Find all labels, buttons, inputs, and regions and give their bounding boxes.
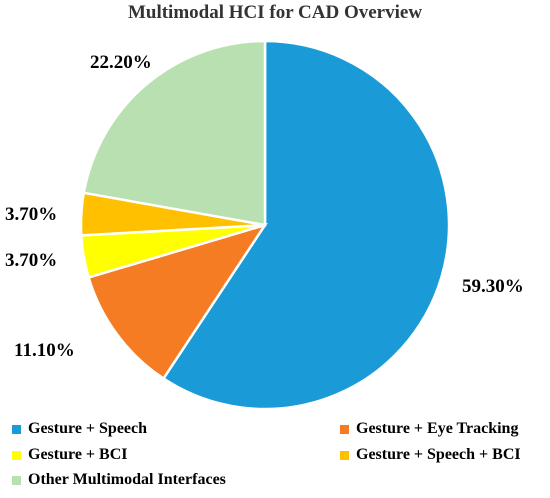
- pie-slice-gesture-eye-tracking: [87, 222, 268, 381]
- legend-swatch: [340, 424, 349, 434]
- pie-slice-gesture-speech: [161, 39, 451, 411]
- legend-label: Gesture + BCI: [28, 446, 128, 463]
- legend-swatch: [12, 424, 21, 434]
- legend-item: Other Multimodal Interfaces: [12, 471, 226, 489]
- legend-item: Gesture + Speech + BCI: [340, 446, 521, 464]
- data-label: 11.10%: [14, 340, 75, 361]
- legend-swatch: [12, 450, 21, 460]
- legend-swatch: [12, 475, 21, 485]
- legend-item: Gesture + BCI: [12, 446, 127, 464]
- legend-label: Gesture + Speech + BCI: [356, 446, 521, 463]
- legend-item: Gesture + Speech: [12, 420, 147, 438]
- legend-item: Gesture + Eye Tracking: [340, 420, 518, 438]
- data-label: 22.20%: [90, 52, 152, 73]
- data-label: 3.70%: [5, 204, 57, 225]
- legend-label: Gesture + Eye Tracking: [356, 420, 519, 437]
- pie-slice-other-multimodal-interfaces: [82, 39, 267, 227]
- chart-title: Multimodal HCI for CAD Overview: [127, 2, 423, 23]
- data-label: 3.70%: [5, 250, 57, 271]
- legend-swatch: [340, 450, 349, 460]
- legend-label: Gesture + Speech: [28, 420, 148, 437]
- legend-label: Other Multimodal Interfaces: [28, 471, 226, 488]
- data-label: 59.30%: [462, 276, 524, 297]
